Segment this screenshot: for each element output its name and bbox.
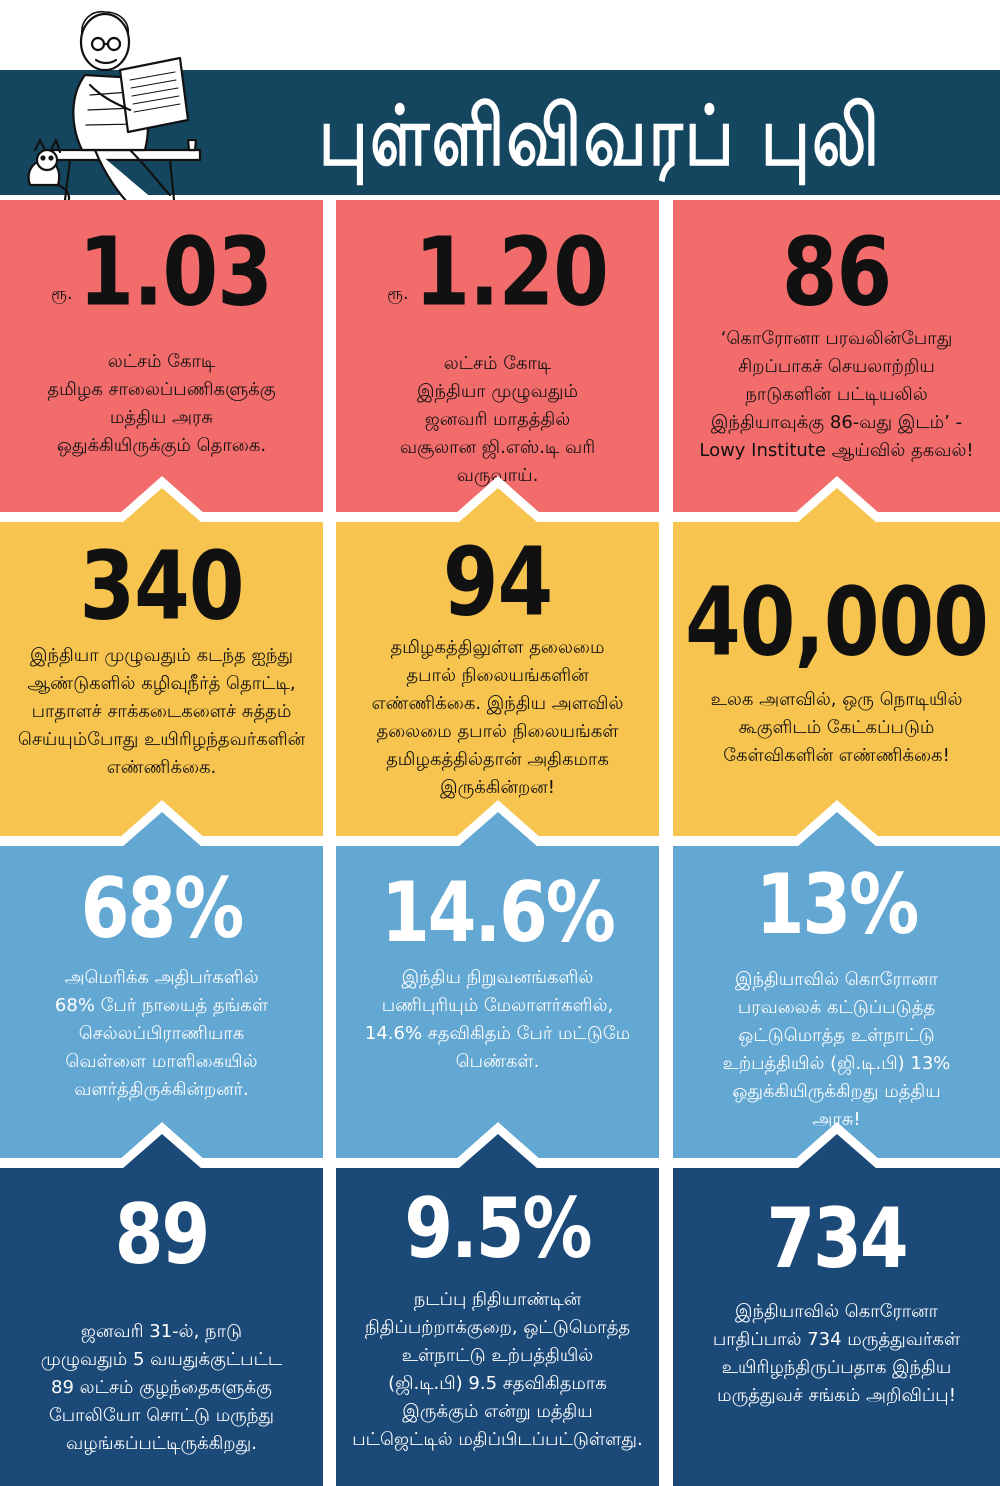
stat-number: 734 [766, 1190, 908, 1288]
card-notch [796, 812, 877, 847]
stat-number-row: 94 [336, 535, 659, 630]
stat-description: ஜனவரி 31-ல், நாடு முழுவதும் 5 வயதுக்குட்… [40, 1321, 283, 1454]
stat-card: 734 இந்தியாவில் கொரோனா பாதிப்பால் 734 மரு… [673, 1122, 1000, 1486]
stat-number-row: 340 [0, 539, 323, 634]
stat-card: 86 ‘கொரோனா பரவலின்போது சிறப்பாகச் செயலாற்… [673, 200, 1000, 512]
stat-number-row: 86 [673, 225, 1000, 320]
stat-description: லட்சம் கோடி தமிழக சாலைப்பணிகளுக்கு மத்தி… [47, 351, 276, 456]
stat-number: 14.6% [381, 864, 616, 962]
card-notch [457, 488, 538, 523]
stat-card: 94 தமிழகத்திலுள்ள தலைமை தபால் நிலையங்களின… [336, 476, 659, 836]
stat-card: ரூ.1.20 லட்சம் கோடி இந்தியா முழுவதும் ஜனவ… [336, 200, 659, 512]
stat-number-row: ரூ.1.03 [0, 225, 323, 320]
stat-number-row: 13% [673, 858, 1000, 952]
stat-description: தமிழகத்திலுள்ள தலைமை தபால் நிலையங்களின் … [371, 637, 624, 798]
stat-number: 1.20 [414, 217, 608, 328]
stat-number-row: ரூ.1.20 [336, 225, 659, 320]
stat-description: இந்தியாவில் கொரோனா பாதிப்பால் 734 மருத்த… [712, 1301, 961, 1406]
stat-card: 14.6% இந்திய நிறுவனங்களில் பணிபுரியும் மே… [336, 800, 659, 1158]
stat-card: 9.5% நடப்பு நிதியாண்டின் நிதிப்பற்றாக்குற… [336, 1122, 659, 1486]
currency-prefix: ரூ. [387, 284, 409, 304]
card-notch [457, 812, 538, 847]
stat-number-row: 14.6% [336, 866, 659, 960]
stat-card: 13% இந்தியாவில் கொரோனா பரவலைக் கட்டுப்படு… [673, 800, 1000, 1158]
newspaper-reader-illustration [27, 10, 202, 212]
stat-number: 340 [79, 531, 245, 642]
stat-number: 13% [755, 856, 920, 954]
stat-description: லட்சம் கோடி இந்தியா முழுவதும் ஜனவரி மாதத… [399, 353, 596, 486]
stat-description: உலக அளவில், ஒரு நொடியில் கூகுளிடம் கேட்க… [710, 689, 963, 766]
stat-card: 68% அமெரிக்க அதிபர்களில் 68% பேர் நாயைத் … [0, 800, 323, 1158]
stat-description: இந்தியாவில் கொரோனா பரவலைக் கட்டுப்படுத்த… [722, 969, 951, 1130]
stat-description: நடப்பு நிதியாண்டின் நிதிப்பற்றாக்குறை, ஒ… [352, 1289, 643, 1450]
stat-description: ‘கொரோனா பரவலின்போது சிறப்பாகச் செயலாற்றி… [699, 328, 974, 461]
stat-card: 40,000 உலக அளவில், ஒரு நொடியில் கூகுளிடம்… [673, 476, 1000, 836]
stat-number: 68% [80, 860, 245, 958]
card-notch [796, 488, 877, 523]
stat-number-row: 89 [0, 1188, 323, 1282]
stat-number-row: 734 [673, 1192, 1000, 1286]
stat-number-row: 9.5% [336, 1182, 659, 1276]
stat-number: 1.03 [78, 217, 272, 328]
card-notch [796, 1134, 877, 1169]
card-notch [121, 488, 202, 523]
currency-prefix: ரூ. [51, 284, 73, 304]
stat-number: 40,000 [685, 567, 989, 678]
stat-description: அமெரிக்க அதிபர்களில் 68% பேர் நாயைத் தங்… [54, 967, 269, 1100]
stat-number: 86 [781, 217, 892, 328]
page-title: புள்ளிவிவரப் புலி [318, 88, 882, 185]
stat-number: 94 [442, 527, 553, 638]
card-notch [457, 1134, 538, 1169]
stat-number-row: 68% [0, 862, 323, 956]
stat-card: ரூ.1.03 லட்சம் கோடி தமிழக சாலைப்பணிகளுக்க… [0, 200, 323, 512]
stat-number: 9.5% [404, 1180, 592, 1278]
stat-description: இந்திய நிறுவனங்களில் பணிபுரியும் மேலாளர்… [364, 967, 631, 1072]
stat-number: 89 [114, 1186, 210, 1284]
card-notch [121, 812, 202, 847]
stat-number-row: 40,000 [673, 575, 1000, 670]
stat-card: 89 ஜனவரி 31-ல், நாடு முழுவதும் 5 வயதுக்கு… [0, 1122, 323, 1486]
stat-description: இந்தியா முழுவதும் கடந்த ஐந்து ஆண்டுகளில்… [17, 645, 306, 778]
stat-card: 340 இந்தியா முழுவதும் கடந்த ஐந்து ஆண்டுகள… [0, 476, 323, 836]
card-notch [121, 1134, 202, 1169]
